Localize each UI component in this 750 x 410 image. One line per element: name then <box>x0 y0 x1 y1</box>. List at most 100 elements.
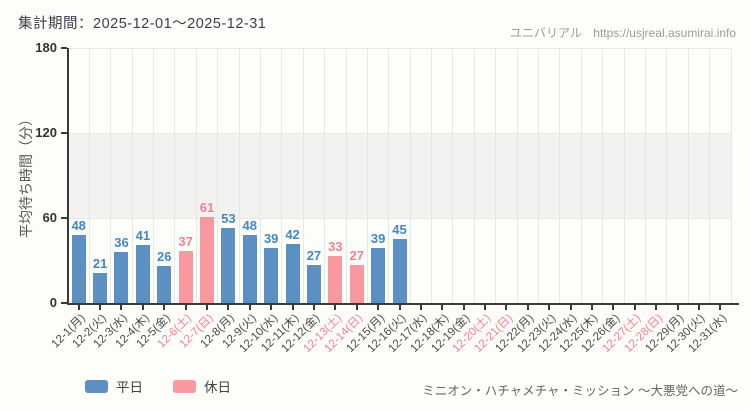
site-attribution: ユニバリアル https://usjreal.asumirai.info <box>510 24 736 41</box>
v-gridline <box>131 48 133 303</box>
x-tick-mark <box>291 305 294 310</box>
bar-12-16[interactable] <box>392 239 407 303</box>
bar-12-3[interactable] <box>114 252 129 303</box>
bar-value-12-12: 27 <box>306 247 322 263</box>
site-name: ユニバリアル <box>510 26 582 40</box>
v-gridline <box>666 48 668 303</box>
v-gridline <box>259 48 261 303</box>
bar-value-12-15: 39 <box>370 230 386 246</box>
site-url[interactable]: https://usjreal.asumirai.info <box>593 26 736 40</box>
h-gridline <box>68 132 731 134</box>
bar-12-9[interactable] <box>242 235 257 303</box>
v-gridline <box>324 48 326 303</box>
v-gridline <box>709 48 711 303</box>
v-gridline <box>623 48 625 303</box>
x-tick-mark <box>441 305 444 310</box>
v-gridline <box>110 48 112 303</box>
bar-value-12-11: 42 <box>285 226 300 242</box>
x-tick-mark <box>334 305 337 310</box>
h-gridline <box>68 47 731 49</box>
bar-12-15[interactable] <box>371 247 386 303</box>
y-axis <box>67 48 69 304</box>
v-gridline <box>644 48 646 303</box>
v-gridline <box>88 48 90 303</box>
v-gridline <box>580 48 582 303</box>
bar-12-11[interactable] <box>285 243 300 303</box>
v-gridline <box>281 48 283 303</box>
bar-12-1[interactable] <box>71 235 86 303</box>
x-tick-mark <box>655 305 658 310</box>
bar-value-12-8: 53 <box>221 210 236 226</box>
x-tick-mark <box>462 305 465 310</box>
chart-legend: 平日 休日 <box>85 376 231 396</box>
y-band-60-120 <box>68 133 731 218</box>
report-period-label: 集計期間：2025-12-01～2025-12-31 <box>18 16 267 32</box>
legend-label-weekday: 平日 <box>116 380 143 395</box>
v-gridline <box>516 48 518 303</box>
x-tick-mark <box>719 305 722 310</box>
x-tick-mark <box>612 305 615 310</box>
bar-value-12-14: 27 <box>349 247 364 263</box>
bar-value-12-4: 41 <box>135 227 151 243</box>
bar-12-13[interactable] <box>328 256 343 303</box>
x-tick-mark <box>398 305 401 310</box>
legend-swatch-weekend <box>173 379 196 393</box>
x-tick-mark <box>270 305 273 310</box>
x-tick-mark <box>141 305 144 310</box>
legend-item-weekday[interactable]: 平日 <box>85 376 143 396</box>
bar-12-4[interactable] <box>135 244 150 303</box>
bar-12-8[interactable] <box>221 227 236 303</box>
bar-value-12-3: 36 <box>114 235 129 250</box>
v-gridline <box>345 48 347 303</box>
v-gridline <box>174 48 176 303</box>
h-gridline <box>68 217 731 219</box>
x-tick-mark <box>676 305 679 310</box>
legend-item-weekend[interactable]: 休日 <box>173 376 231 396</box>
x-tick-mark <box>505 305 508 310</box>
x-tick-mark <box>548 305 551 310</box>
v-gridline <box>538 48 540 303</box>
v-gridline <box>602 48 604 303</box>
x-tick-mark <box>633 305 636 310</box>
bar-12-7[interactable] <box>200 216 215 303</box>
x-axis <box>67 303 739 305</box>
v-gridline <box>366 48 368 303</box>
bar-12-12[interactable] <box>306 264 321 303</box>
x-tick-mark <box>184 305 187 310</box>
x-tick-mark <box>377 305 380 310</box>
v-gridline <box>302 48 304 303</box>
y-tick-label-180: 180 <box>35 40 57 55</box>
bar-value-12-6: 37 <box>178 233 193 249</box>
legend-swatch-weekday <box>85 379 108 393</box>
x-tick-mark <box>419 305 422 310</box>
y-tick-label-120: 120 <box>35 125 57 140</box>
v-gridline <box>687 48 689 303</box>
y-tick-mark <box>61 217 67 219</box>
bar-12-14[interactable] <box>349 264 364 303</box>
bar-value-12-2: 21 <box>92 256 108 272</box>
v-gridline <box>409 48 411 303</box>
v-gridline <box>730 48 732 303</box>
bar-12-2[interactable] <box>93 273 108 303</box>
x-tick-mark <box>697 305 700 310</box>
v-gridline <box>388 48 390 303</box>
bar-12-10[interactable] <box>264 247 279 303</box>
y-tick-label-60: 60 <box>42 210 57 225</box>
bar-12-6[interactable] <box>178 250 193 303</box>
x-tick-mark <box>355 305 358 310</box>
x-tick-mark <box>77 305 80 310</box>
x-tick-mark <box>206 305 209 310</box>
bar-12-5[interactable] <box>157 266 172 303</box>
v-gridline <box>153 48 155 303</box>
v-gridline <box>473 48 475 303</box>
x-tick-mark <box>248 305 251 310</box>
bar-value-12-5: 26 <box>157 249 172 265</box>
attraction-name: ミニオン・ハチャメチャ・ミッション ～大悪党への道～ <box>422 384 738 398</box>
x-tick-mark <box>227 305 230 310</box>
legend-label-weekend: 休日 <box>204 380 231 395</box>
v-gridline <box>195 48 197 303</box>
x-tick-mark <box>120 305 123 310</box>
bar-value-12-10: 39 <box>263 230 279 246</box>
